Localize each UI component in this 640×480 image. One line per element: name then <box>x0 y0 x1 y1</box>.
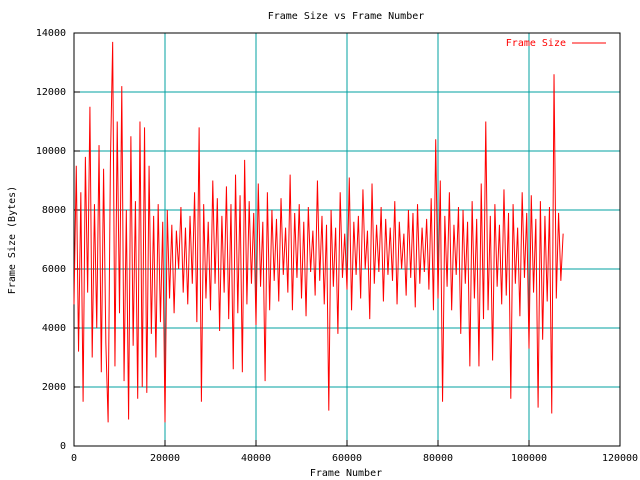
legend-label: Frame Size <box>506 38 566 49</box>
x-tick-label: 100000 <box>511 453 547 464</box>
x-tick-label: 120000 <box>602 453 638 464</box>
x-tick-label: 60000 <box>332 453 362 464</box>
chart-title: Frame Size vs Frame Number <box>268 11 425 22</box>
y-tick-label: 10000 <box>36 146 66 157</box>
y-tick-label: 2000 <box>42 382 66 393</box>
x-tick-label: 40000 <box>241 453 271 464</box>
y-tick-label: 12000 <box>36 87 66 98</box>
x-tick-label: 20000 <box>150 453 180 464</box>
y-tick-label: 0 <box>60 441 66 452</box>
y-tick-label: 6000 <box>42 264 66 275</box>
y-tick-label: 8000 <box>42 205 66 216</box>
data-line <box>73 41 564 423</box>
y-tick-label: 14000 <box>36 28 66 39</box>
y-tick-label: 4000 <box>42 323 66 334</box>
y-axis-label: Frame Size (Bytes) <box>7 186 18 294</box>
x-axis-label: Frame Number <box>310 468 382 479</box>
x-tick-label: 80000 <box>423 453 453 464</box>
x-tick-label: 0 <box>71 453 77 464</box>
plot-frame <box>73 32 621 447</box>
